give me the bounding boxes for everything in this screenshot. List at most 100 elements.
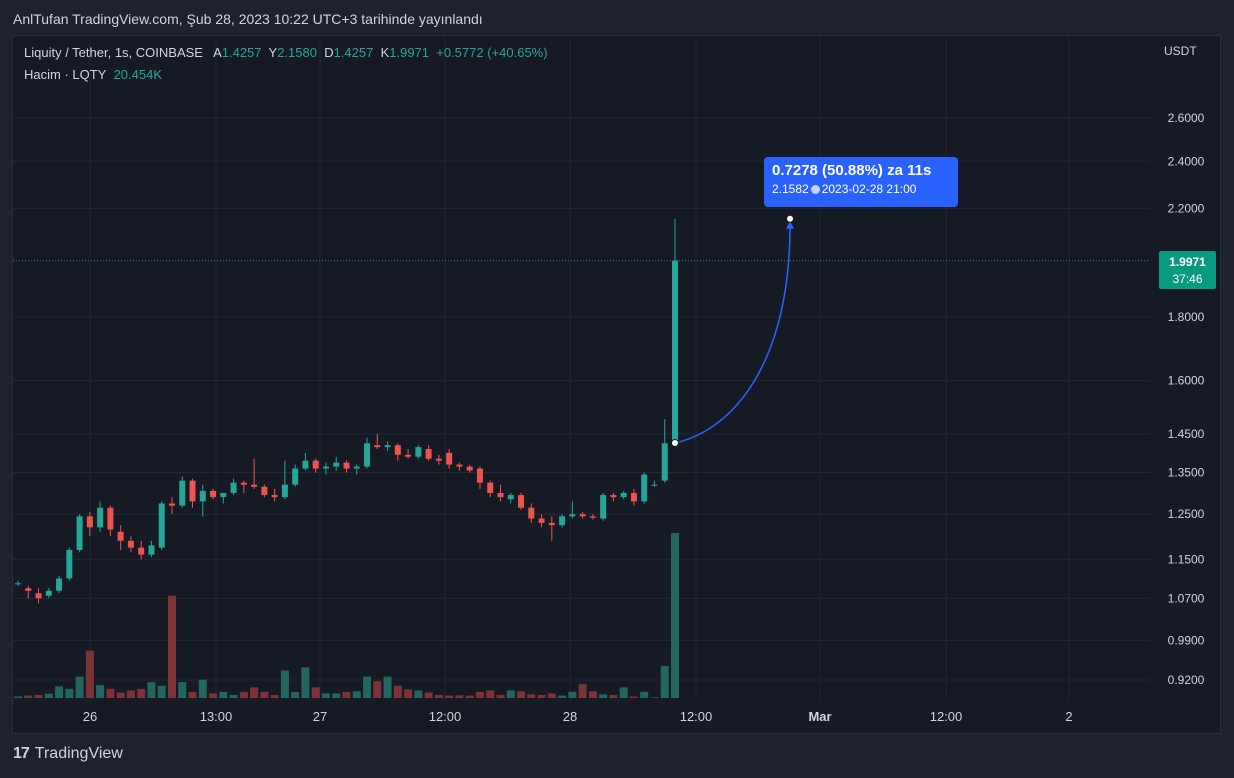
- time-tick-label: 26: [83, 709, 97, 724]
- candle-body: [405, 454, 412, 457]
- volume-bar: [537, 694, 546, 698]
- volume-bar: [383, 676, 392, 698]
- volume-bar: [660, 665, 669, 698]
- candle-body: [641, 474, 648, 502]
- volume-bar: [424, 692, 433, 698]
- volume-bar: [393, 685, 402, 698]
- candle-body: [476, 468, 483, 483]
- volume-bar: [188, 691, 197, 698]
- candle-body: [66, 549, 73, 579]
- volume-bar: [640, 691, 649, 698]
- volume-bar: [609, 694, 618, 698]
- volume-bar: [547, 693, 556, 698]
- price-tick-label: 2.4000: [1168, 154, 1205, 168]
- volume-bar: [301, 667, 310, 698]
- candle-body: [292, 468, 299, 485]
- candle-body: [107, 507, 114, 530]
- volume-bar: [280, 670, 289, 698]
- volume-bar: [629, 696, 638, 698]
- time-tick-label: 13:00: [200, 709, 233, 724]
- volume-bar: [311, 687, 320, 698]
- candle-body: [261, 486, 268, 496]
- last-price-tag: 1.9971 37:46: [1159, 251, 1216, 289]
- volume-bars: [14, 533, 679, 698]
- candle-body: [168, 503, 175, 506]
- candle-body: [600, 495, 607, 519]
- candle-body: [148, 545, 155, 555]
- measure-datetime: 2023-02-28 21:00: [821, 182, 917, 196]
- volume-bar: [219, 691, 228, 698]
- volume-bar: [209, 693, 218, 698]
- low-value: 1.4257: [333, 45, 374, 60]
- high-value: 2.1580: [277, 45, 317, 60]
- volume-bar: [65, 688, 74, 698]
- bar-countdown: 37:46: [1172, 272, 1203, 286]
- candle-body: [353, 466, 360, 469]
- volume-bar: [75, 676, 84, 698]
- candle-body: [138, 547, 145, 555]
- measure-start-point: [671, 439, 679, 448]
- volume-bar: [167, 595, 176, 698]
- currency-label[interactable]: USDT: [1164, 44, 1197, 58]
- time-tick-label: 12:00: [930, 709, 963, 724]
- volume-bar: [126, 690, 135, 698]
- volume-bar: [650, 697, 659, 698]
- measure-arrowhead: [786, 220, 794, 229]
- price-tick-label: 1.0700: [1168, 591, 1205, 605]
- volume-bar: [157, 685, 166, 698]
- candle-body: [497, 492, 504, 498]
- volume-bar: [55, 686, 64, 698]
- volume-bar: [250, 687, 259, 698]
- candle-body: [435, 458, 442, 461]
- candles: [15, 218, 678, 604]
- candle-body: [220, 492, 227, 498]
- time-tick-label: 12:00: [429, 709, 462, 724]
- candle-body: [127, 540, 134, 548]
- volume-bar: [517, 691, 526, 698]
- volume-label[interactable]: Hacim · LQTY: [24, 67, 107, 82]
- candle-body: [538, 518, 545, 523]
- volume-bar: [116, 692, 125, 698]
- candle-body: [333, 462, 340, 467]
- tradingview-mark-icon: 17: [13, 745, 30, 762]
- volume-bar: [321, 693, 330, 698]
- volume-bar: [291, 691, 300, 698]
- tradingview-logo[interactable]: 17 TradingView: [13, 745, 123, 763]
- volume-bar: [106, 688, 115, 698]
- price-tick-label: 1.3500: [1168, 466, 1205, 480]
- close-value: 1.9971: [389, 45, 430, 60]
- volume-bar: [137, 688, 146, 698]
- volume-bar: [434, 694, 443, 698]
- price-tick-label: 1.1500: [1168, 552, 1205, 566]
- candle-body: [651, 484, 658, 486]
- low-label: D: [324, 45, 334, 60]
- candle-body: [415, 447, 422, 457]
- volume-bar: [239, 691, 248, 698]
- volume-bar: [588, 691, 597, 698]
- candle-body: [630, 492, 637, 502]
- measure-arrow: [671, 214, 794, 448]
- high-label: Y: [268, 45, 278, 60]
- volume-bar: [178, 682, 187, 698]
- measure-curve: [674, 226, 791, 444]
- candle-body: [456, 464, 463, 467]
- volume-bar: [496, 694, 505, 698]
- candle-body: [230, 482, 237, 493]
- candle-body: [569, 514, 576, 517]
- price-tick-label: 1.4500: [1168, 427, 1205, 441]
- candle-body: [466, 466, 473, 471]
- symbol-label[interactable]: Liquity / Tether, 1s, COINBASE: [24, 45, 203, 60]
- price-tick-label: 2.6000: [1168, 111, 1205, 125]
- candle-body: [97, 507, 104, 528]
- time-tick-label: 27: [313, 709, 327, 724]
- price-tick-label: 1.8000: [1168, 310, 1205, 324]
- candle-body: [312, 460, 319, 469]
- ohlc-legend: Liquity / Tether, 1s, COINBASE A 1.4257 Y…: [24, 45, 548, 60]
- measure-label[interactable]: 0.7278 (50.88%) za 11s 2.1582 2023-02-28 …: [764, 157, 958, 207]
- chart-panel[interactable]: [12, 35, 1221, 734]
- open-label: A: [213, 45, 222, 60]
- candle-body: [15, 583, 21, 585]
- candle-body: [528, 507, 535, 519]
- candle-body: [425, 449, 432, 459]
